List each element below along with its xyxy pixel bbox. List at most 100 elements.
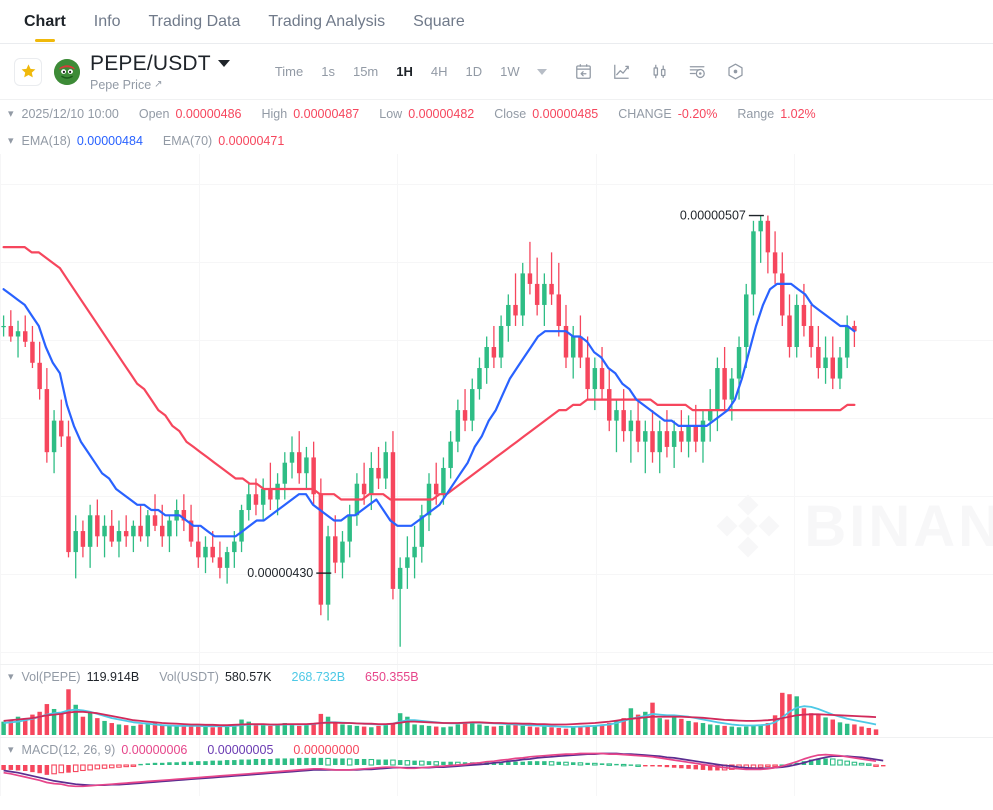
chevron-down-icon[interactable]: ▾ <box>8 134 14 147</box>
ema-legend: ▾ EMA(18) 0.00000484 EMA(70) 0.00000471 <box>0 128 993 154</box>
volume-bar <box>37 711 42 735</box>
volume-bar <box>123 725 129 735</box>
macd-hist-bar <box>700 765 706 770</box>
macd-hist-bar <box>628 764 634 766</box>
timeframe-4h[interactable]: 4H <box>430 64 448 79</box>
volume-chart-pane[interactable]: ▾ Vol(PEPE) 119.914B Vol(USDT) 580.57K 2… <box>0 664 993 737</box>
chevron-down-icon[interactable]: ▾ <box>8 107 14 120</box>
volume-bar <box>95 718 100 735</box>
ema70-value: 0.00000471 <box>218 134 285 148</box>
volume-bar <box>282 723 288 735</box>
nav-tab-trading-data[interactable]: Trading Data <box>134 0 254 44</box>
volume-bar <box>736 727 742 735</box>
volume-bar <box>506 725 511 735</box>
macd-hist-bar <box>599 763 605 765</box>
volume-bar <box>376 725 381 735</box>
symbol-block: PEPE/USDT Pepe Price ↗ <box>90 52 230 92</box>
macd-hist-bar <box>304 757 309 765</box>
timeframe-15m[interactable]: 15m <box>352 64 379 79</box>
low-value: 0.00000482 <box>408 107 475 121</box>
volume-bar <box>44 704 50 735</box>
timeframe-1s[interactable]: 1s <box>321 64 335 79</box>
volume-bar <box>650 702 655 735</box>
volume-bar <box>152 722 158 735</box>
volume-bar <box>722 725 727 735</box>
macd-hist-value: 0.00000000 <box>293 743 360 757</box>
macd-hist-bar <box>757 764 764 768</box>
macd-svg[interactable] <box>0 738 993 796</box>
candlestick-icon <box>653 64 666 79</box>
macd-hist-bar <box>239 759 244 765</box>
price-chart-pane[interactable]: BINAN 0.00000507 0.00000430 <box>0 154 993 664</box>
period-low-label: 0.00000430 <box>247 566 313 580</box>
macd-hist-bar <box>37 765 42 774</box>
macd-hist-bar <box>325 757 331 766</box>
volume-bar <box>340 724 345 735</box>
symbol-subtitle[interactable]: Pepe Price ↗ <box>90 78 230 92</box>
volume-bars-svg[interactable] <box>0 665 993 737</box>
chevron-down-icon[interactable]: ▾ <box>8 743 14 756</box>
volume-bar <box>167 725 172 735</box>
macd-hist-bar <box>866 763 872 766</box>
volume-bar <box>224 725 230 735</box>
chevron-down-icon[interactable]: ▾ <box>8 670 14 683</box>
macd-hist-bar <box>376 759 381 765</box>
volume-bar <box>707 724 713 735</box>
candlestick-button[interactable] <box>641 55 679 89</box>
volume-bar <box>80 716 86 735</box>
indicator-settings-button[interactable] <box>679 55 717 89</box>
macd-hist-bar <box>548 761 555 766</box>
volume-bar <box>232 724 237 735</box>
timeframe-1d[interactable]: 1D <box>465 64 483 79</box>
volume-bar <box>390 723 396 735</box>
volume-bar <box>470 721 475 735</box>
macd-hist-bar <box>404 760 411 766</box>
line-chart-button[interactable] <box>603 55 641 89</box>
macd-hist-bar <box>498 761 504 765</box>
volume-bar <box>527 726 533 735</box>
indicator-settings-icon <box>689 66 706 79</box>
macd-hist-bar <box>534 761 540 765</box>
timeframe-1h[interactable]: 1H <box>396 64 413 79</box>
volume-bar <box>8 720 14 735</box>
macd-hist-bar <box>837 759 843 766</box>
macd-hist-bar <box>101 764 108 769</box>
volume-bar <box>643 711 648 735</box>
volume-bar <box>513 724 518 735</box>
volume-bar <box>441 727 446 735</box>
ema70-line <box>2 246 856 501</box>
timeframe-1w[interactable]: 1W <box>500 64 520 79</box>
macd-hist-bar <box>657 765 662 767</box>
volume-bar <box>268 725 273 735</box>
nav-tab-square[interactable]: Square <box>399 0 479 44</box>
macd-hist-bar <box>275 758 280 765</box>
nav-tab-chart[interactable]: Chart <box>10 0 80 44</box>
favorite-button[interactable] <box>14 57 42 86</box>
macd-hist-bar <box>620 763 627 767</box>
volume-bar <box>73 704 78 735</box>
volume-bar <box>556 727 562 735</box>
nav-tab-trading-analysis[interactable]: Trading Analysis <box>254 0 399 44</box>
calendar-goto-button[interactable] <box>565 55 603 89</box>
volume-bar <box>181 725 187 735</box>
macd-hist-bar <box>1 765 6 770</box>
close-value: 0.00000485 <box>532 107 599 121</box>
volume-bar <box>801 708 807 735</box>
nav-tab-info[interactable]: Info <box>80 0 135 44</box>
macd-legend: ▾ MACD(12, 26, 9) 0.00000006 0.00000005 … <box>0 738 993 762</box>
volume-bar <box>383 725 388 735</box>
macd-hist-bar <box>224 760 230 765</box>
chevron-down-icon[interactable] <box>536 68 547 75</box>
chevron-down-icon[interactable] <box>217 60 230 67</box>
macd-hist-bar <box>513 761 518 765</box>
macd-chart-pane[interactable]: ▾ MACD(12, 26, 9) 0.00000006 0.00000005 … <box>0 737 993 796</box>
target-settings-button[interactable] <box>717 55 755 89</box>
macd-hist-bar <box>390 759 396 766</box>
volume-bar <box>102 720 107 735</box>
price-candles-svg[interactable]: 0.00000507 0.00000430 <box>0 154 993 664</box>
macd-hist-bar <box>816 758 821 765</box>
open-value: 0.00000486 <box>175 107 242 121</box>
macd-hist-bar <box>448 761 453 765</box>
volume-bar <box>405 716 410 735</box>
